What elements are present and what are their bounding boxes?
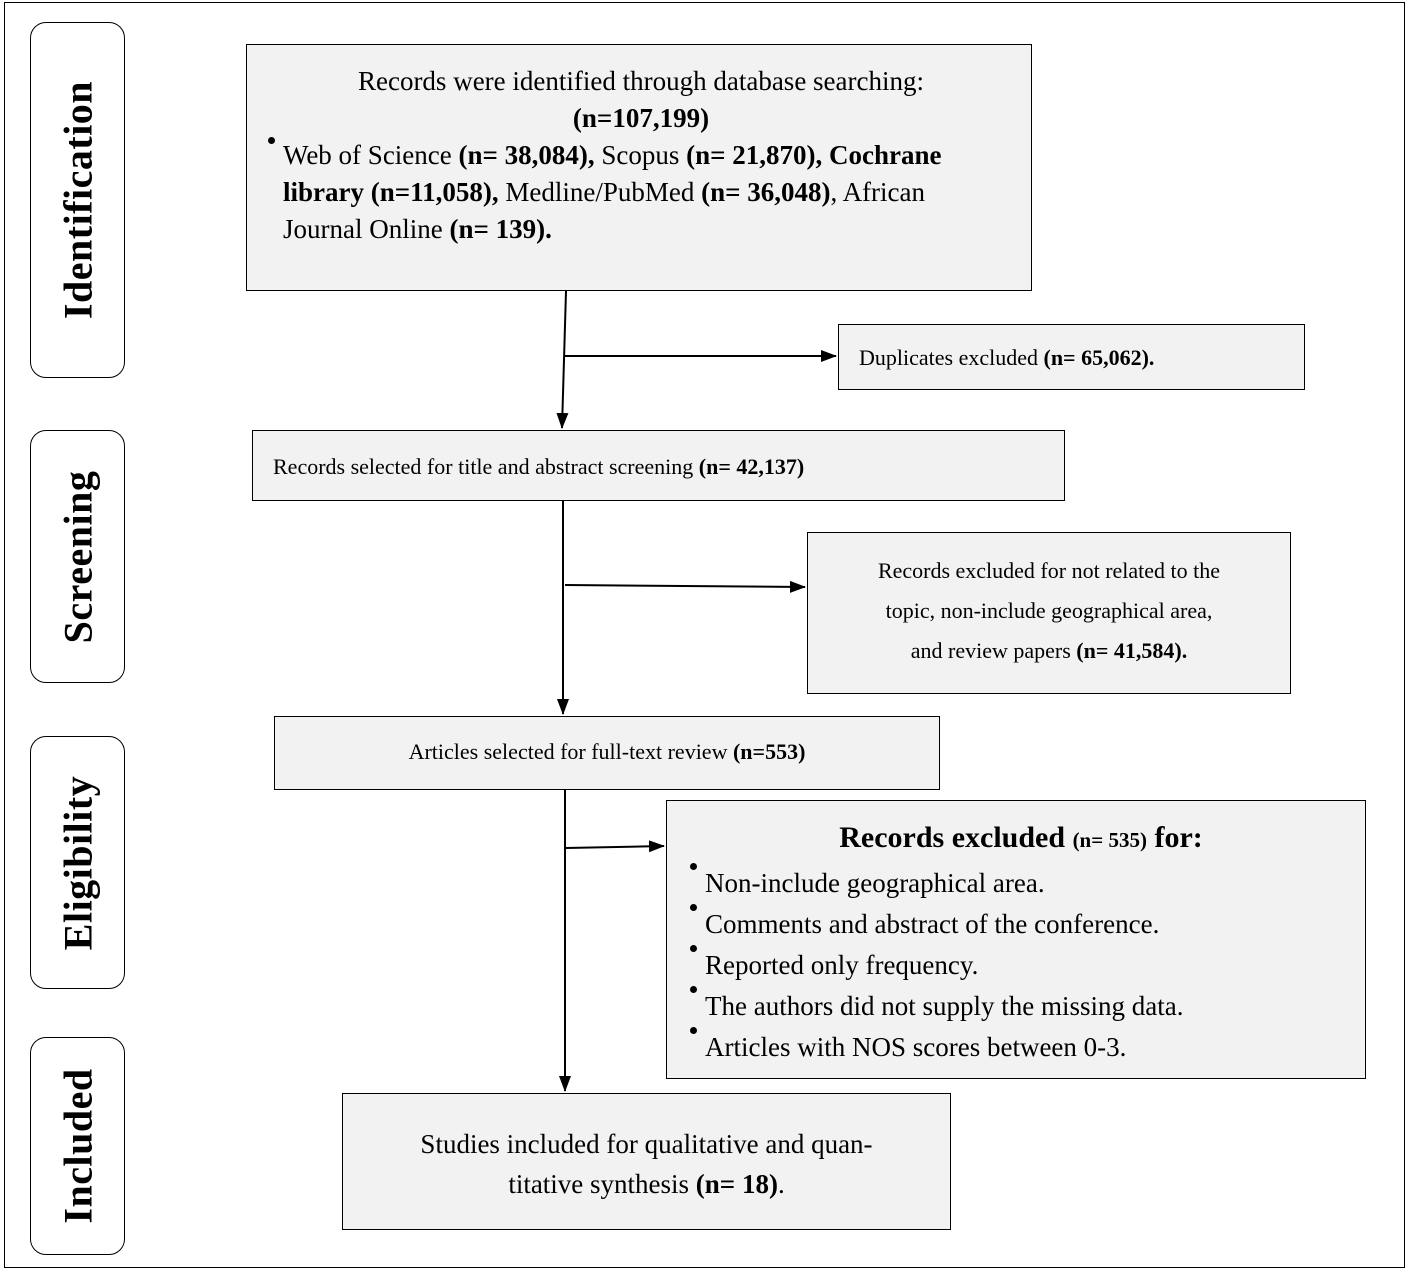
screen-excluded-line3: and review papers bbox=[910, 638, 1071, 663]
fulltext-text: Articles selected for full-text review bbox=[408, 739, 728, 764]
included-box: Studies included for qualitative and qua… bbox=[342, 1093, 951, 1230]
eligibility-excluded-title-end: for: bbox=[1154, 821, 1203, 854]
exclusion-reasons: Non-include geographical area. Comments … bbox=[687, 863, 1355, 1068]
diagram-frame bbox=[4, 2, 1405, 1268]
reason-item: Articles with NOS scores between 0-3. bbox=[687, 1027, 1355, 1068]
identification-sources: Web of Science (n= 38,084), Scopus (n= 2… bbox=[265, 137, 965, 248]
arrow-to-screening bbox=[556, 290, 569, 429]
reason-item: The authors did not supply the missing d… bbox=[687, 986, 1355, 1027]
screening-box: Records selected for title and abstract … bbox=[252, 430, 1065, 501]
screen-excluded-line1: Records excluded for not related to the bbox=[877, 558, 1221, 583]
source-name: Web of Science bbox=[283, 140, 452, 170]
eligibility-excluded-box: Records excluded (n= 535) for: Non-inclu… bbox=[666, 800, 1366, 1079]
included-line2: titative synthesis bbox=[508, 1169, 690, 1199]
fulltext-box: Articles selected for full-text review (… bbox=[274, 716, 940, 790]
reason-item: Comments and abstract of the conference. bbox=[687, 904, 1355, 945]
source-count: (n= 36,048) bbox=[701, 177, 831, 207]
reason-item: Non-include geographical area. bbox=[687, 863, 1355, 904]
identification-box: Records were identified through database… bbox=[246, 44, 1032, 291]
duplicates-text: Duplicates excluded bbox=[859, 345, 1038, 370]
duplicates-box: Duplicates excluded (n= 65,062). bbox=[838, 324, 1305, 390]
source-name: Cochrane library bbox=[283, 140, 942, 207]
duplicates-count: (n= 65,062). bbox=[1043, 345, 1155, 370]
source-name: Scopus bbox=[601, 140, 680, 170]
included-end: . bbox=[777, 1169, 785, 1199]
eligibility-excluded-title: Records excluded bbox=[839, 821, 1066, 854]
identification-line: Records were identified through database… bbox=[357, 66, 925, 96]
screen-excluded-line2: topic, non-include geographical area, bbox=[885, 598, 1213, 623]
arrow-to-screen-excluded bbox=[564, 580, 806, 593]
screen-excluded-box: Records excluded for not related to the … bbox=[807, 532, 1291, 694]
arrow-to-eligibility-excluded bbox=[565, 840, 665, 853]
eligibility-excluded-count: (n= 535) bbox=[1072, 828, 1147, 852]
sources-item: Web of Science (n= 38,084), Scopus (n= 2… bbox=[265, 137, 965, 248]
source-count: (n= 21,870), bbox=[686, 140, 823, 170]
screening-count: (n= 42,137) bbox=[698, 454, 805, 479]
source-count: (n=11,058), bbox=[370, 177, 499, 207]
fulltext-count: (n=553) bbox=[732, 739, 806, 764]
stage-screening: Screening bbox=[30, 430, 125, 683]
source-name: Medline/PubMed bbox=[505, 177, 695, 207]
stage-identification: Identification bbox=[30, 22, 125, 378]
included-line1: Studies included for qualitative and qua… bbox=[420, 1129, 873, 1159]
stage-included: Included bbox=[30, 1037, 125, 1255]
stage-eligibility: Eligibility bbox=[30, 736, 125, 989]
screen-excluded-count: (n= 41,584). bbox=[1076, 638, 1188, 663]
screening-text: Records selected for title and abstract … bbox=[273, 454, 694, 479]
reason-item: Reported only frequency. bbox=[687, 945, 1355, 986]
source-count: (n= 139). bbox=[449, 214, 552, 244]
source-count: (n= 38,084), bbox=[458, 140, 595, 170]
source-name: African Journal Online bbox=[283, 177, 926, 244]
included-count: (n= 18) bbox=[695, 1169, 778, 1199]
identification-total: (n=107,199) bbox=[572, 103, 710, 133]
